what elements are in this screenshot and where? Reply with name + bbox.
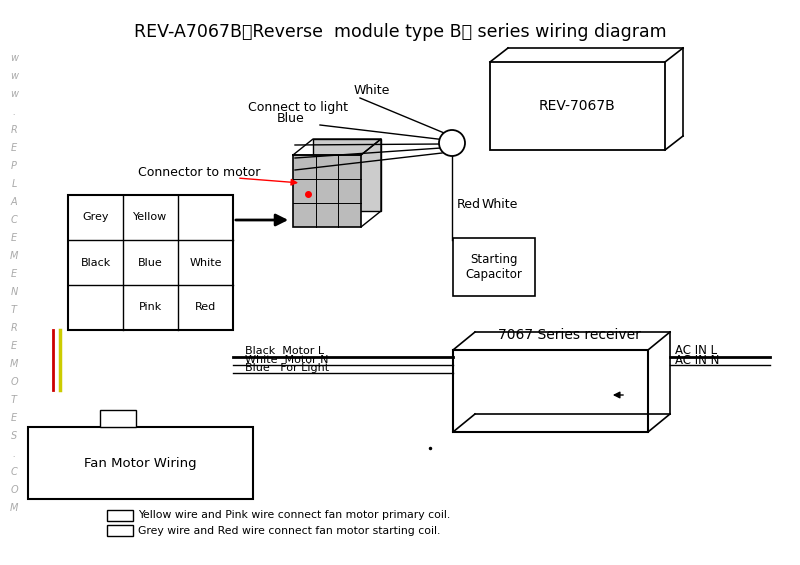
Circle shape: [439, 130, 465, 156]
Text: T: T: [11, 395, 17, 405]
Text: T: T: [11, 305, 17, 315]
Text: M: M: [10, 251, 18, 261]
Text: Red: Red: [195, 302, 216, 312]
Text: Blue: Blue: [138, 258, 163, 267]
Text: N: N: [10, 287, 18, 297]
Text: Grey: Grey: [82, 212, 109, 223]
Text: AC IN N: AC IN N: [675, 354, 719, 367]
Text: E: E: [11, 413, 17, 423]
Text: E: E: [11, 233, 17, 243]
FancyBboxPatch shape: [453, 238, 535, 296]
Text: A: A: [10, 197, 18, 207]
Text: Blue: Blue: [278, 111, 305, 124]
Text: Pink: Pink: [139, 302, 162, 312]
Text: REV-7067B: REV-7067B: [539, 99, 616, 113]
FancyBboxPatch shape: [107, 510, 133, 521]
FancyBboxPatch shape: [107, 525, 133, 536]
FancyBboxPatch shape: [28, 427, 253, 499]
Text: Fan Motor Wiring: Fan Motor Wiring: [84, 457, 197, 470]
Text: Yellow: Yellow: [134, 212, 168, 223]
Text: Blue   For Light: Blue For Light: [245, 363, 329, 373]
Text: P: P: [11, 161, 17, 171]
Text: REV-A7067B（Reverse  module type B） series wiring diagram: REV-A7067B（Reverse module type B） series…: [134, 23, 666, 41]
Text: Black: Black: [80, 258, 110, 267]
Text: M: M: [10, 503, 18, 513]
Text: R: R: [10, 125, 18, 135]
FancyBboxPatch shape: [490, 62, 665, 150]
Text: Red: Red: [457, 198, 481, 211]
Text: Connect to light: Connect to light: [248, 102, 348, 115]
Text: White: White: [354, 84, 390, 97]
Text: S: S: [11, 431, 17, 441]
FancyBboxPatch shape: [453, 350, 648, 432]
Text: O: O: [10, 485, 18, 495]
Text: Starting
Capacitor: Starting Capacitor: [466, 253, 522, 281]
FancyBboxPatch shape: [68, 195, 233, 330]
Text: O: O: [10, 377, 18, 387]
Text: L: L: [11, 179, 17, 189]
Text: .: .: [13, 449, 15, 459]
Text: E: E: [11, 269, 17, 279]
Text: AC IN L: AC IN L: [675, 345, 717, 358]
Text: E: E: [11, 143, 17, 153]
Text: w: w: [10, 89, 18, 99]
Text: White: White: [482, 198, 518, 211]
Text: White  Motor N: White Motor N: [245, 355, 329, 365]
Text: .: .: [13, 107, 15, 117]
FancyBboxPatch shape: [293, 155, 361, 227]
Text: Black  Motor L: Black Motor L: [245, 346, 324, 356]
FancyBboxPatch shape: [100, 410, 136, 427]
Text: Connector to motor: Connector to motor: [138, 166, 260, 179]
Text: w: w: [10, 53, 18, 63]
Text: Yellow wire and Pink wire connect fan motor primary coil.: Yellow wire and Pink wire connect fan mo…: [138, 511, 450, 520]
FancyBboxPatch shape: [313, 139, 381, 211]
Text: 7067 Series receiver: 7067 Series receiver: [498, 328, 641, 342]
Text: R: R: [10, 323, 18, 333]
Text: C: C: [10, 467, 18, 477]
Text: Grey wire and Red wire connect fan motor starting coil.: Grey wire and Red wire connect fan motor…: [138, 525, 440, 536]
Text: E: E: [11, 341, 17, 351]
Text: M: M: [10, 359, 18, 369]
Text: C: C: [10, 215, 18, 225]
Text: w: w: [10, 71, 18, 81]
Text: White: White: [190, 258, 222, 267]
